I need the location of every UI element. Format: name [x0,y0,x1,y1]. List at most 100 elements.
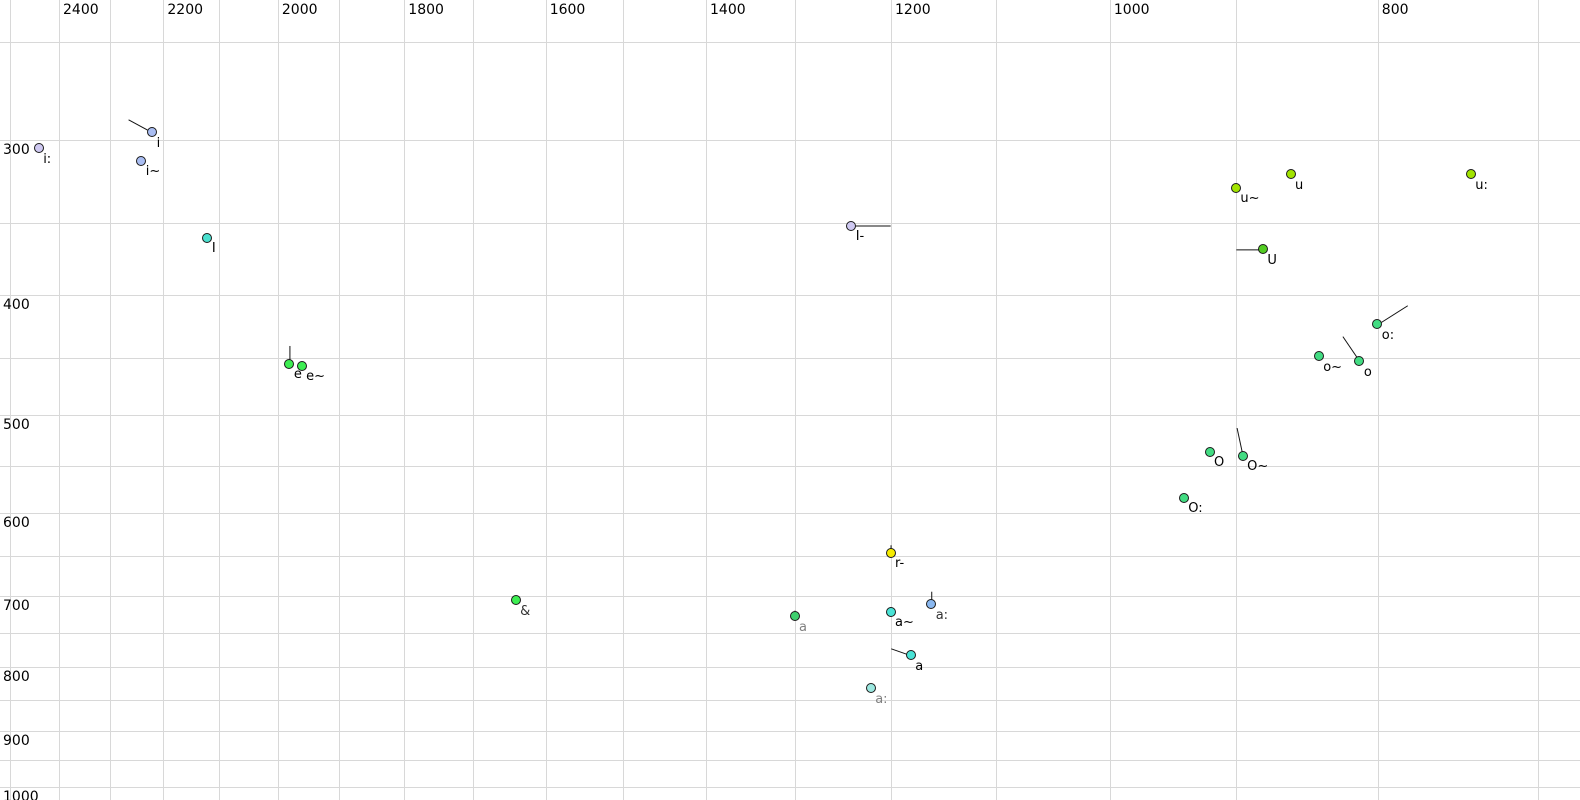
x-tick-label: 1400 [710,2,746,18]
vowel-point [1313,351,1324,362]
x-tick-label: 2400 [63,2,99,18]
vowel-point-label: a: [875,691,888,707]
gridline-vertical [1377,0,1379,800]
vowel-point-label: e [293,367,302,382]
x-tick-label: 1000 [1113,2,1150,18]
x-tick-label: 1800 [408,2,444,18]
x-tick-label: 2000 [281,2,318,18]
vowel-point [905,650,916,661]
y-tick-label: 600 [3,514,30,531]
vowel-point [1285,169,1296,180]
vowel-point [136,155,147,166]
vowel-point [1372,319,1383,330]
gridline-horizontal [0,667,1580,669]
vowel-point-label: O [1214,455,1225,471]
vowel-point [1178,492,1189,503]
gridline-vertical [339,0,341,800]
vowel-point-label: u: [1475,177,1488,193]
x-tick-label: 2200 [167,2,204,18]
vowel-point-label: I [211,241,216,257]
gridline-vertical [110,0,112,800]
gridline-horizontal [0,140,1580,141]
vowel-point [296,360,307,371]
gridline-horizontal [0,512,1580,514]
vowel-point [846,220,857,231]
gridline-horizontal [0,465,1580,467]
gridline-horizontal [0,595,1580,597]
vowel-point-label: a [915,658,924,674]
point-tail-line [1377,305,1409,326]
y-tick-label: 900 [3,732,30,749]
gridline-horizontal [0,294,1580,296]
vowel-point-label: a: [935,607,949,623]
gridline-horizontal [0,759,1580,761]
vowel-point [1237,450,1248,461]
vowel-point-label: u~ [1240,191,1260,206]
gridline-vertical [1109,0,1111,800]
x-tick-label: 1600 [549,2,586,18]
vowel-point-label: U [1267,252,1277,268]
vowel-point [147,127,158,138]
gridline-horizontal [0,42,1580,43]
gridline-horizontal [0,358,1580,359]
vowel-point [1230,182,1241,193]
y-tick-label: 800 [3,669,30,686]
gridline-horizontal [0,555,1580,557]
gridline-vertical [1538,0,1540,800]
vowel-point-label: o [1363,364,1372,380]
gridline-vertical [795,0,796,800]
y-tick-label: 500 [3,416,30,433]
vowel-point-label: & [520,603,531,619]
gridline-vertical [277,0,279,800]
gridline-horizontal [0,222,1580,224]
x-tick-label: 1200 [895,2,931,18]
vowel-point-label: I- [855,229,865,244]
vowel-point [1204,446,1215,457]
vowel-point-label: i~ [145,164,161,180]
vowel-point-label: o~ [1323,359,1343,375]
vowel-point [284,358,295,369]
vowel-point [202,232,213,243]
gridline-vertical [10,0,11,800]
x-tick-label: 800 [1381,2,1409,18]
vowel-point [789,611,800,622]
gridline-vertical [706,0,707,800]
y-tick-label: 400 [3,296,30,313]
gridline-vertical [995,0,997,800]
gridline-vertical [219,0,221,800]
gridline-horizontal [0,700,1580,701]
vowel-point [1465,169,1476,180]
y-tick-label: 700 [3,597,30,614]
vowel-point-label: i: [43,151,52,167]
vowel-point [1354,356,1365,367]
vowel-point [885,606,896,617]
vowel-point-label: r- [895,556,905,572]
vowel-point [926,599,937,610]
vowel-point [510,595,521,606]
vowel-point [1257,244,1268,255]
vowel-point-label: O: [1188,501,1203,517]
gridline-vertical [163,0,165,800]
gridline-horizontal [0,787,1580,789]
gridline-horizontal [0,414,1580,416]
gridline-vertical [404,0,406,800]
vowel-point-label: o: [1381,327,1395,343]
gridline-horizontal [0,632,1580,634]
vowel-point [33,143,44,154]
vowel-point [865,683,876,693]
gridline-vertical [623,0,625,800]
y-tick-label: 1000 [3,789,39,800]
vowel-point [885,547,896,558]
vowel-point-label: O~ [1247,459,1269,475]
gridline-vertical [545,0,547,800]
gridline-horizontal [0,730,1580,732]
gridline-vertical [472,0,474,800]
vowel-point-label: a [799,619,807,635]
vowel-point-label: u [1295,177,1304,193]
gridline-vertical [59,0,60,800]
gridline-vertical [891,0,892,800]
vowel-point-label: i [156,135,161,151]
vowel-point-label: e~ [306,369,325,385]
